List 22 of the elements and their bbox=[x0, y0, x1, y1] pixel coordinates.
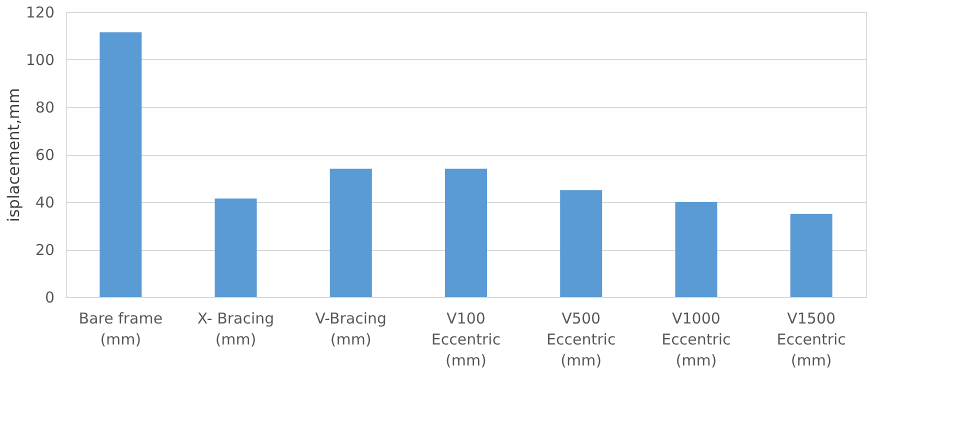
bar bbox=[790, 214, 832, 297]
x-tick-label: V1500 Eccentric (mm) bbox=[776, 310, 846, 370]
bar bbox=[100, 32, 142, 297]
y-tick-label: 60 bbox=[35, 146, 54, 164]
y-tick-label: 20 bbox=[35, 241, 54, 259]
bar bbox=[560, 190, 602, 297]
x-tick-label: Bare frame (mm) bbox=[78, 310, 163, 348]
y-tick-label: 120 bbox=[26, 4, 54, 22]
y-tick-label: 0 bbox=[44, 288, 54, 306]
bar bbox=[675, 202, 718, 297]
y-tick-label: 40 bbox=[35, 194, 54, 212]
x-tick-label: X- Bracing (mm) bbox=[197, 310, 274, 348]
x-tick-label: V-Bracing (mm) bbox=[315, 310, 387, 348]
x-tick-label: V100 Eccentric (mm) bbox=[431, 310, 501, 370]
y-axis-title: isplacement,mm bbox=[4, 88, 23, 222]
bar bbox=[445, 168, 487, 297]
bar bbox=[214, 198, 257, 297]
x-tick-label: V1000 Eccentric (mm) bbox=[662, 310, 731, 370]
y-tick-label: 100 bbox=[26, 51, 54, 69]
bar bbox=[330, 168, 372, 297]
x-tick-label: V500 Eccentric (mm) bbox=[546, 310, 616, 370]
y-tick-label: 80 bbox=[35, 98, 54, 116]
